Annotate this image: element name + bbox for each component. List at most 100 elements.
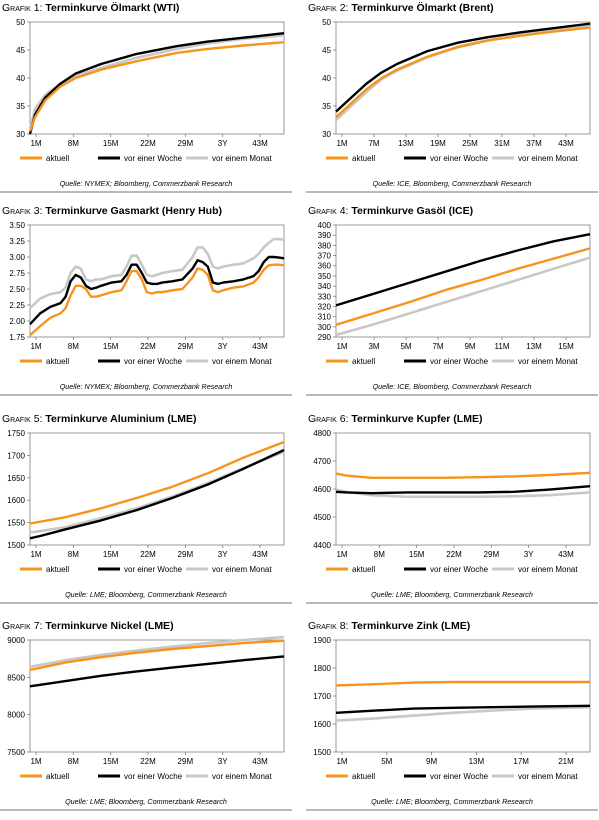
chart-prefix-8: Grafik 8: xyxy=(308,620,349,632)
x-tick-label: 1M xyxy=(30,342,41,351)
y-tick-label: 1500 xyxy=(7,541,25,550)
x-tick-label: 29M xyxy=(178,139,194,148)
series-line-woche xyxy=(335,233,591,307)
plot-area xyxy=(335,639,591,753)
legend-label-woche: vor einer Woche xyxy=(430,357,489,366)
y-tick-label: 380 xyxy=(318,241,332,250)
x-tick-label: 37M xyxy=(526,139,542,148)
x-tick-label: 5M xyxy=(381,757,392,766)
x-tick-label: 29M xyxy=(178,757,194,766)
chart-title-text-8: Terminkurve Zink (LME) xyxy=(348,620,471,632)
chart-title-4: Grafik 4: Terminkurve Gasöl (ICE) xyxy=(308,205,473,217)
series-line-monat xyxy=(335,256,591,337)
y-tick-label: 1600 xyxy=(7,496,25,505)
legend-label-woche: vor einer Woche xyxy=(430,565,489,574)
y-tick-label: 1550 xyxy=(7,519,25,528)
legend-label-monat: vor einem Monat xyxy=(212,565,272,574)
x-tick-label: 13M xyxy=(469,757,485,766)
chart-title-text-2: Terminkurve Ölmarkt (Brent) xyxy=(348,2,494,14)
series-line-woche xyxy=(335,485,591,495)
chart-title-1: Grafik 1: Terminkurve Ölmarkt (WTI) xyxy=(2,2,179,14)
y-tick-label: 45 xyxy=(16,46,25,55)
series-line-aktuell xyxy=(335,680,590,687)
panel-divider xyxy=(0,191,292,193)
legend-label-aktuell: aktuell xyxy=(46,357,69,366)
y-tick-label: 40 xyxy=(322,74,331,83)
chart-source-7: Quelle: LME; Bloomberg, Commerzbank Rese… xyxy=(65,797,227,806)
x-tick-label: 3M xyxy=(368,342,379,351)
legend-label-woche: vor einer Woche xyxy=(124,357,183,366)
y-tick-label: 300 xyxy=(318,323,332,332)
chart-title-text-1: Terminkurve Ölmarkt (WTI) xyxy=(42,2,180,14)
series-line-aktuell xyxy=(29,639,285,672)
x-tick-label: 5M xyxy=(400,342,411,351)
chart-panel-2: Grafik 2: Terminkurve Ölmarkt (Brent) 30 3… xyxy=(306,2,598,202)
panel-divider xyxy=(0,809,292,811)
legend-label-aktuell: aktuell xyxy=(46,565,69,574)
y-tick-label: 1900 xyxy=(313,636,331,645)
x-tick-label: 15M xyxy=(103,757,119,766)
x-tick-label: 3Y xyxy=(218,342,228,351)
x-tick-label: 21M xyxy=(558,757,574,766)
x-tick-label: 3Y xyxy=(218,757,228,766)
x-tick-label: 9M xyxy=(426,757,437,766)
series-line-monat xyxy=(29,237,285,310)
series-line-aktuell xyxy=(29,440,285,525)
x-tick-label: 7M xyxy=(368,139,379,148)
y-tick-label: 2.00 xyxy=(9,317,25,326)
chart-source-6: Quelle: LME; Bloomberg, Commerzbank Rese… xyxy=(371,590,533,599)
y-tick-label: 30 xyxy=(16,130,25,139)
chart-source-1: Quelle: NYMEX; Bloomberg, Commerzbank Re… xyxy=(59,179,233,188)
chart-title-text-5: Terminkurve Aluminium (LME) xyxy=(42,413,197,425)
x-tick-label: 25M xyxy=(462,139,478,148)
x-tick-label: 29M xyxy=(484,550,500,559)
x-tick-label: 43M xyxy=(252,342,268,351)
chart-panel-8: Grafik 8: Terminkurve Zink (LME) 1500 1600… xyxy=(306,620,598,820)
chart-title-7: Grafik 7: Terminkurve Nickel (LME) xyxy=(2,620,174,632)
chart-panel-1: Grafik 1: Terminkurve Ölmarkt (WTI) 30 35 4… xyxy=(0,2,292,202)
chart-prefix-6: Grafik 6: xyxy=(308,413,349,425)
chart-title-3: Grafik 3: Terminkurve Gasmarkt (Henry Hu… xyxy=(2,205,222,217)
chart-source-8: Quelle: LME; Bloomberg, Commerzbank Rese… xyxy=(371,797,533,806)
y-tick-label: 9000 xyxy=(7,636,25,645)
y-tick-label: 1600 xyxy=(313,720,331,729)
x-tick-label: 8M xyxy=(68,550,79,559)
chart-panel-5: Grafik 5: Terminkurve Aluminium (LME) 150… xyxy=(0,413,292,613)
x-tick-label: 7M xyxy=(432,342,443,351)
chart-svg-6: 4400 4500 4600 4700 4800 1M 8M 15M 22M 29M 3Y 43M ak… xyxy=(313,429,591,574)
x-tick-label: 43M xyxy=(252,550,268,559)
chart-source-4: Quelle: ICE, Bloomberg, Commerzbank Rese… xyxy=(372,382,532,391)
x-tick-label: 3Y xyxy=(218,550,228,559)
legend-label-woche: vor einer Woche xyxy=(430,772,489,781)
x-tick-label: 15M xyxy=(103,342,119,351)
x-tick-label: 22M xyxy=(140,757,156,766)
x-tick-label: 1M xyxy=(336,757,347,766)
legend-label-monat: vor einem Monat xyxy=(212,154,272,163)
x-tick-label: 11M xyxy=(495,342,510,351)
y-tick-label: 1700 xyxy=(313,692,331,701)
x-tick-label: 3Y xyxy=(524,550,534,559)
series-line-woche xyxy=(29,448,285,540)
legend-label-monat: vor einem Monat xyxy=(212,772,272,781)
chart-svg-7: 7500 8000 8500 9000 1M 8M 15M 22M 29M 3Y 43M aktuel… xyxy=(7,635,285,781)
chart-svg-8: 1500 1600 1700 1800 1900 1M 5M 9M 13M 17M 21M aktue… xyxy=(313,636,591,781)
x-tick-label: 15M xyxy=(558,342,574,351)
x-tick-label: 15M xyxy=(409,550,425,559)
series-line-aktuell xyxy=(335,26,591,119)
plot-area xyxy=(29,639,285,753)
x-tick-label: 43M xyxy=(558,550,574,559)
y-tick-label: 1.75 xyxy=(9,333,25,342)
chart-prefix-1: Grafik 1: xyxy=(2,2,43,14)
legend-label-woche: vor einer Woche xyxy=(124,772,183,781)
x-tick-label: 8M xyxy=(68,342,79,351)
y-tick-label: 35 xyxy=(322,102,331,111)
chart-prefix-7: Grafik 7: xyxy=(2,620,43,632)
chart-svg-2: 30 35 40 45 50 1M 7M 13M 19M 25M 31M 37M 43M aktuell v… xyxy=(322,18,591,163)
legend-label-aktuell: aktuell xyxy=(352,154,375,163)
y-tick-label: 35 xyxy=(16,102,25,111)
x-tick-label: 15M xyxy=(103,550,119,559)
series-line-monat xyxy=(28,34,285,129)
y-tick-label: 4400 xyxy=(313,541,331,550)
chart-source-3: Quelle: NYMEX; Bloomberg, Commerzbank Re… xyxy=(59,382,233,391)
